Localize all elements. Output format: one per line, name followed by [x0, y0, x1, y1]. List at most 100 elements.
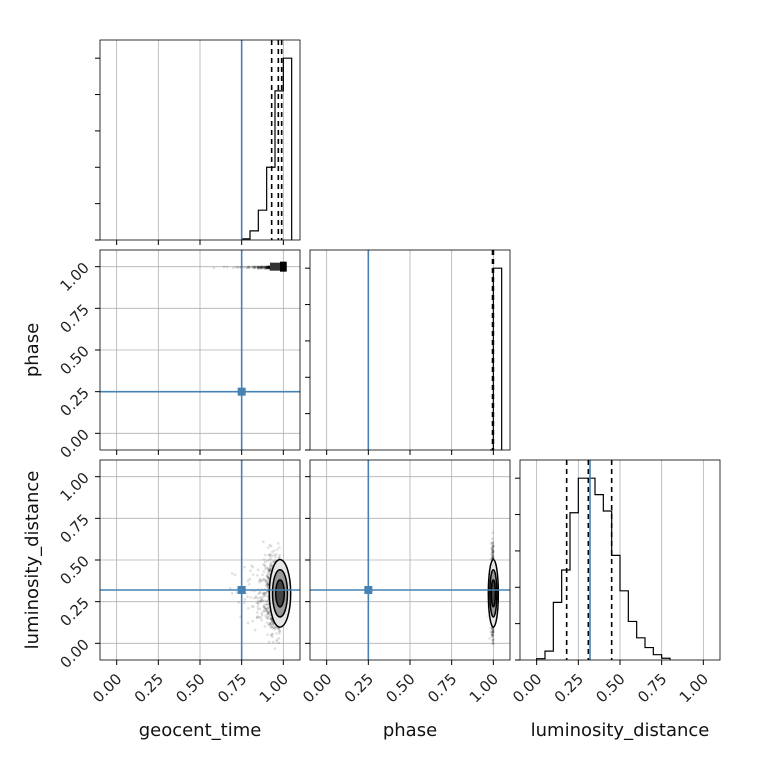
scatter-point: [269, 622, 272, 625]
scatter-point: [267, 611, 270, 615]
scatter-point: [263, 579, 267, 583]
scatter-point: [273, 647, 277, 650]
scatter-point: [268, 543, 272, 547]
scatter-point: [260, 265, 264, 269]
scatter-point: [491, 628, 495, 632]
y-tick-label: 1.00: [56, 469, 92, 505]
scatter-point: [270, 632, 274, 636]
scatter-point: [267, 569, 271, 573]
scatter-point: [489, 552, 493, 556]
scatter-point: [266, 580, 270, 583]
scatter-point: [269, 617, 273, 621]
density-peak: [280, 261, 287, 272]
scatter-point: [491, 631, 494, 635]
scatter-point: [271, 626, 275, 630]
scatter-point: [231, 266, 235, 270]
scatter-point: [491, 635, 494, 639]
scatter-point: [256, 615, 260, 618]
hist-panel-luminosity-distance: 0.00 0.25 0.50 0.75 1.00: [509, 459, 721, 706]
scatter-point: [265, 584, 269, 588]
histogram-steps: [241, 57, 293, 240]
scatter-point: [256, 265, 260, 269]
scatter-point: [275, 553, 278, 556]
scatter-point: [271, 550, 274, 554]
scatter-point: [278, 553, 282, 557]
scatter-point: [258, 591, 262, 594]
scatter-point: [261, 595, 264, 599]
scatter-point: [491, 551, 494, 555]
truth-marker: [237, 387, 246, 396]
scatter-point: [278, 632, 281, 635]
scatter-point: [256, 267, 260, 270]
scatter-point: [492, 544, 495, 548]
scatter-point: [265, 579, 268, 583]
scatter-point: [230, 591, 234, 595]
scatter-point: [263, 599, 266, 602]
scatter-point: [257, 265, 260, 269]
scatter-point: [249, 569, 252, 573]
scatter-point: [266, 582, 270, 586]
scatter-point: [263, 606, 267, 609]
scatter-point: [267, 266, 270, 269]
y-tick-label: 0.00: [56, 425, 92, 461]
truth-marker: [364, 586, 373, 594]
scatter-point: [263, 565, 267, 568]
scatter-point: [275, 638, 279, 641]
scatter-point: [260, 613, 264, 617]
scatter-point: [256, 568, 260, 572]
scatter-point: [491, 631, 495, 635]
scatter-point: [266, 266, 270, 269]
scatter-point: [258, 591, 261, 594]
scatter-point: [243, 601, 246, 604]
y-tick-label: 1.00: [56, 259, 92, 295]
scatter-point: [273, 626, 277, 629]
scatter-point: [266, 633, 269, 637]
scatter-point: [255, 616, 259, 620]
scatter-point: [491, 642, 495, 646]
scatter-point: [266, 612, 270, 616]
scatter-point: [491, 553, 494, 556]
scatter-point: [267, 612, 271, 616]
scatter-point: [491, 537, 494, 541]
scatter-point: [491, 630, 495, 634]
scatter-point: [270, 623, 274, 627]
scatter-point: [491, 630, 495, 634]
scatter-point: [259, 599, 263, 602]
scatter-point: [266, 594, 269, 598]
scatter-point: [491, 549, 494, 553]
scatter-point: [268, 566, 272, 570]
scatter-point: [229, 587, 232, 590]
scatter-point: [262, 265, 265, 269]
panel-border: [519, 459, 721, 661]
y-axis-label-luminosity-distance: luminosity_distance: [22, 471, 43, 650]
scatter-point: [491, 549, 495, 553]
scatter-point: [278, 555, 281, 559]
scatter-point: [260, 598, 264, 602]
scatter-point: [491, 547, 494, 551]
scatter-point: [222, 265, 226, 269]
scatter-point: [270, 563, 274, 567]
panel-border: [309, 459, 511, 661]
scatter-point: [255, 601, 259, 605]
scatter-point: [265, 580, 268, 584]
scatter-point: [278, 629, 282, 633]
scatter-point: [236, 265, 239, 269]
scatter-point: [251, 265, 255, 269]
scatter-point: [270, 625, 273, 629]
scatter-point: [264, 265, 268, 269]
scatter-point: [491, 627, 495, 630]
scatter-point: [260, 618, 264, 622]
scatter-point: [253, 266, 257, 269]
scatter-point: [258, 599, 262, 603]
scatter-point: [271, 640, 275, 644]
scatter-point: [265, 621, 269, 624]
scatter-point: [272, 549, 276, 552]
scatter-point: [262, 265, 266, 269]
scatter-point: [262, 610, 265, 613]
scatter-point: [272, 622, 275, 626]
scatter-point: [248, 266, 252, 269]
scatter-point: [278, 546, 281, 549]
scatter-point: [269, 544, 273, 548]
scatter-point: [266, 265, 270, 269]
scatter-point: [269, 634, 273, 637]
